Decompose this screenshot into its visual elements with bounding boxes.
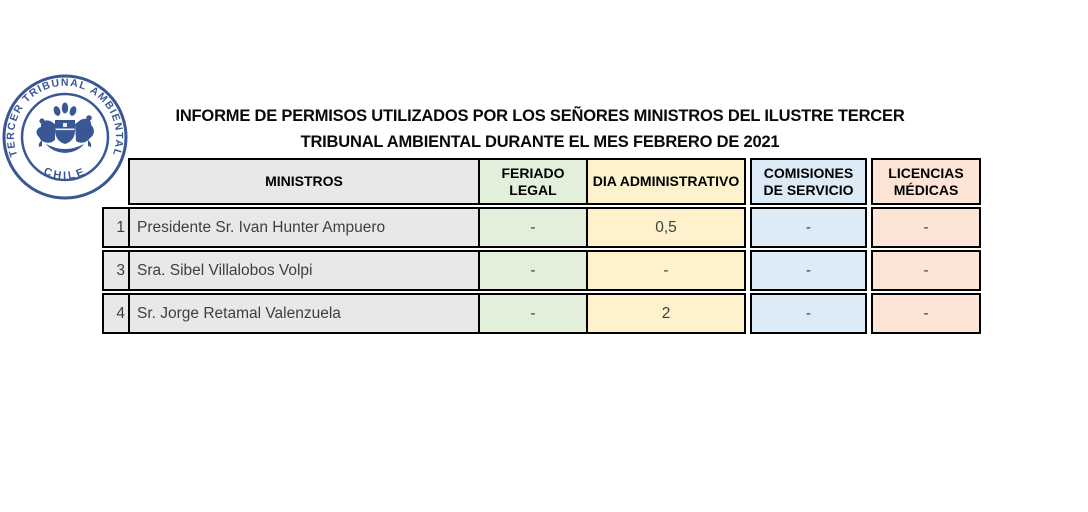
table-row: 3 Sra. Sibel Villalobos Volpi - - - - <box>102 250 981 291</box>
comisiones-servicio-cell: - <box>750 293 867 334</box>
tribunal-seal-logo: TERCER TRIBUNAL AMBIENTAL CHILE <box>2 74 128 200</box>
seal-inner-ring <box>20 92 110 182</box>
table-row: 4 Sr. Jorge Retamal Valenzuela - 2 - - <box>102 293 981 334</box>
seal-outer-ring <box>2 74 128 200</box>
licencias-medicas-cell: - <box>871 293 981 334</box>
feriado-legal-cell: - <box>478 250 588 291</box>
dia-administrativo-cell: 2 <box>586 293 746 334</box>
header-comisiones-servicio: COMISIONES DE SERVICIO <box>750 158 867 205</box>
minister-name-cell: Sr. Jorge Retamal Valenzuela <box>128 293 480 334</box>
minister-name-cell: Presidente Sr. Ivan Hunter Ampuero <box>128 207 480 248</box>
minister-name-cell: Sra. Sibel Villalobos Volpi <box>128 250 480 291</box>
table-row: 1 Presidente Sr. Ivan Hunter Ampuero - 0… <box>102 207 981 248</box>
header-dia-administrativo: DIA ADMINISTRATIVO <box>586 158 746 205</box>
comisiones-servicio-cell: - <box>750 207 867 248</box>
feriado-legal-cell: - <box>478 293 588 334</box>
row-number-cell: 3 <box>102 250 130 291</box>
row-number-cell: 4 <box>102 293 130 334</box>
feriado-legal-cell: - <box>478 207 588 248</box>
permissions-table: MINISTROS FERIADO LEGAL DIA ADMINISTRATI… <box>102 158 981 336</box>
licencias-medicas-cell: - <box>871 250 981 291</box>
comisiones-servicio-cell: - <box>750 250 867 291</box>
header-feriado-legal: FERIADO LEGAL <box>478 158 588 205</box>
seal-bottom-text: CHILE <box>42 165 88 182</box>
licencias-medicas-cell: - <box>871 207 981 248</box>
row-number-cell: 1 <box>102 207 130 248</box>
dia-administrativo-cell: 0,5 <box>586 207 746 248</box>
dia-administrativo-cell: - <box>586 250 746 291</box>
table-header-row: MINISTROS FERIADO LEGAL DIA ADMINISTRATI… <box>102 158 981 205</box>
header-licencias-medicas: LICENCIAS MÉDICAS <box>871 158 981 205</box>
report-title: INFORME DE PERMISOS UTILIZADOS POR LOS S… <box>175 107 905 151</box>
coat-of-arms-icon <box>36 102 94 153</box>
header-ministros: MINISTROS <box>128 158 480 205</box>
header-number-spacer <box>102 158 130 205</box>
